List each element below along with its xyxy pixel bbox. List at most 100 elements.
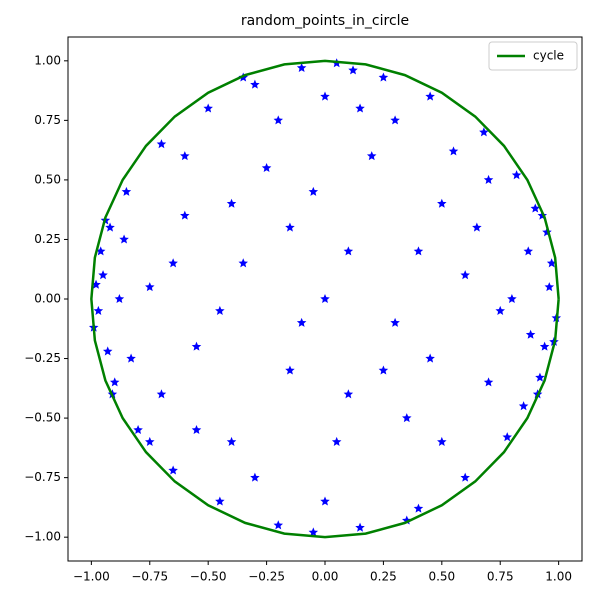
point	[472, 222, 482, 232]
x-tick-label: 1.00	[545, 570, 572, 584]
point	[273, 115, 284, 125]
point	[145, 436, 155, 446]
point	[180, 151, 190, 161]
x-tick-label: −1.00	[73, 570, 110, 584]
plot-frame	[67, 36, 583, 562]
point	[460, 472, 470, 482]
point	[502, 432, 512, 442]
point	[114, 294, 125, 304]
x-tick-label: −0.75	[131, 570, 168, 584]
point	[95, 246, 106, 256]
point	[285, 222, 295, 232]
point	[366, 151, 377, 161]
y-tick-label: 0.50	[34, 172, 61, 186]
point	[156, 139, 167, 149]
chart-title: random_points_in_circle	[241, 13, 409, 29]
point	[121, 186, 132, 196]
point	[156, 389, 167, 399]
point	[402, 413, 412, 423]
point	[320, 294, 330, 304]
point	[119, 234, 129, 244]
point	[285, 365, 295, 375]
point	[413, 246, 424, 256]
point	[535, 372, 545, 382]
y-tick-label: 0.25	[34, 232, 61, 246]
y-tick-label: −0.25	[24, 351, 61, 365]
point	[511, 170, 522, 180]
point	[191, 341, 202, 351]
y-tick-label: −0.75	[24, 470, 61, 484]
x-tick-label: 0.75	[487, 570, 514, 584]
point	[495, 305, 505, 315]
point	[390, 317, 400, 327]
point	[273, 520, 284, 530]
point	[390, 115, 400, 125]
legend-label: cycle	[533, 49, 564, 63]
point	[378, 365, 389, 375]
x-tick-label: −0.50	[190, 570, 227, 584]
line	[90, 59, 560, 539]
point	[203, 103, 213, 113]
point	[413, 503, 424, 513]
x-tick-label: −0.25	[248, 570, 285, 584]
point	[191, 425, 202, 435]
y-tick-label: 1.00	[34, 53, 61, 67]
x-tick-label: 0.25	[370, 570, 397, 584]
point	[145, 282, 155, 292]
point	[105, 222, 115, 232]
point	[126, 353, 136, 363]
point	[343, 246, 354, 256]
point	[437, 436, 447, 446]
point	[250, 79, 260, 89]
point	[546, 258, 557, 268]
point	[215, 496, 225, 506]
point	[460, 270, 470, 280]
y-tick-label: −0.50	[24, 411, 61, 425]
point	[355, 522, 365, 532]
point	[98, 270, 108, 280]
point	[507, 294, 517, 304]
point	[226, 198, 237, 208]
x-tick-label: 0.00	[312, 570, 339, 584]
point	[168, 258, 178, 268]
point	[226, 436, 237, 446]
y-tick-label: −1.00	[24, 530, 61, 544]
point	[102, 346, 113, 356]
point	[425, 353, 435, 363]
point	[296, 317, 307, 327]
point	[425, 91, 435, 101]
point	[483, 174, 494, 184]
point	[348, 65, 358, 75]
point	[355, 103, 365, 113]
point	[479, 127, 489, 137]
point	[378, 72, 389, 82]
point	[296, 62, 307, 73]
point	[331, 436, 342, 446]
point	[215, 305, 225, 315]
point	[525, 329, 536, 339]
point	[320, 91, 330, 101]
point	[483, 377, 494, 387]
point	[544, 282, 555, 292]
point	[530, 203, 541, 213]
point	[238, 258, 248, 268]
point	[308, 186, 319, 196]
point	[320, 496, 330, 506]
point	[518, 401, 529, 411]
x-tick-label: 0.50	[428, 570, 455, 584]
point	[168, 465, 178, 475]
y-tick-label: 0.00	[34, 292, 61, 306]
y-tick-label: 0.75	[34, 113, 61, 127]
point	[448, 146, 459, 156]
point	[133, 425, 143, 435]
point	[180, 210, 190, 220]
legend-box	[488, 41, 578, 71]
point	[308, 527, 319, 537]
point	[93, 305, 104, 315]
point	[109, 377, 120, 387]
point	[343, 389, 354, 399]
point	[539, 341, 550, 351]
point	[523, 246, 534, 256]
